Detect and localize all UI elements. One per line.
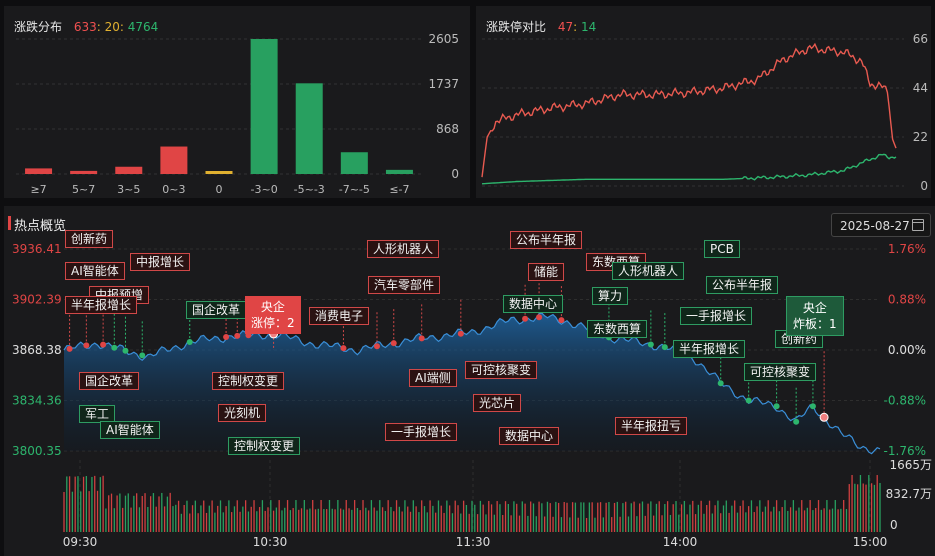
concept-label[interactable]: 中报增长 xyxy=(130,253,191,271)
sep-2: : xyxy=(119,20,124,34)
concept-label[interactable]: 国企改革 xyxy=(186,301,247,319)
y-tick: 0 xyxy=(451,167,459,181)
x-tick: ≥7 xyxy=(30,183,46,196)
concept-label[interactable]: 数据中心 xyxy=(499,427,560,445)
y-tick: 1737 xyxy=(428,77,459,91)
concept-label[interactable]: AI端侧 xyxy=(409,369,457,387)
callout-down-line2: 炸板：1 xyxy=(793,317,837,331)
y-tick: 2605 xyxy=(428,32,459,46)
concept-label[interactable]: 可控核聚变 xyxy=(465,361,538,379)
y-tick: 22 xyxy=(913,130,928,144)
bar xyxy=(115,166,143,174)
limit-down-count: 14 xyxy=(581,20,597,34)
y-tick: 868 xyxy=(436,122,459,136)
x-tick: 3~5 xyxy=(117,183,140,196)
bar xyxy=(160,146,188,174)
bar xyxy=(205,171,233,174)
x-tick: 0 xyxy=(216,183,223,196)
title-accent xyxy=(8,216,11,230)
calendar-icon[interactable] xyxy=(912,219,924,231)
concept-label[interactable]: 光刻机 xyxy=(218,404,267,422)
x-tick: -7~-5 xyxy=(339,183,370,196)
x-tick: 5~7 xyxy=(72,183,95,196)
x-tick: 0~3 xyxy=(162,183,185,196)
limit-title: 涨跌停对比 47: 14 xyxy=(486,18,596,35)
concept-label[interactable]: 控制权变更 xyxy=(228,437,301,455)
date-picker[interactable]: 2025-08-27 xyxy=(831,213,931,237)
concept-label[interactable]: 算力 xyxy=(592,287,629,305)
concept-label[interactable]: 一手报增长 xyxy=(680,307,753,325)
concept-label[interactable]: 半年报增长 xyxy=(65,296,138,314)
concept-label[interactable]: 可控核聚变 xyxy=(744,363,817,381)
callout-up-line1: 央企 xyxy=(260,300,285,314)
bar xyxy=(295,83,323,174)
bar xyxy=(385,169,413,174)
callout-broken-board[interactable]: 央企 炸板：1 xyxy=(786,296,844,336)
limit-up-count: 47 xyxy=(557,20,574,34)
x-tick: -3~0 xyxy=(251,183,278,196)
concept-label[interactable]: 军工 xyxy=(79,405,116,423)
y-tick: 66 xyxy=(913,32,928,46)
concept-label[interactable]: 消费电子 xyxy=(309,307,370,325)
distribution-title-text: 涨跌分布 xyxy=(14,20,63,34)
concept-label[interactable]: 储能 xyxy=(528,263,565,281)
concept-label[interactable]: 公布半年报 xyxy=(706,276,779,294)
bar xyxy=(70,170,98,174)
down-count: 4764 xyxy=(127,20,159,34)
sep-1: : xyxy=(96,20,101,34)
bar xyxy=(250,39,278,174)
concept-label[interactable]: 人形机器人 xyxy=(612,262,685,280)
concept-label[interactable]: PCB xyxy=(704,240,740,258)
concept-label[interactable]: 汽车零部件 xyxy=(368,276,441,294)
concept-label[interactable]: 创新药 xyxy=(65,230,114,248)
concept-label[interactable]: AI智能体 xyxy=(65,262,125,280)
distribution-panel: 涨跌分布 633: 20: 4764 2605 1737 868 0 ≥7 5~7 3~5 0… xyxy=(4,6,470,198)
callout-limit-up[interactable]: 央企 涨停：2 xyxy=(245,296,301,334)
limit-title-text: 涨跌停对比 xyxy=(486,20,547,34)
concept-label[interactable]: 半年报扭亏 xyxy=(615,417,688,435)
concept-label[interactable]: 公布半年报 xyxy=(510,231,583,249)
distribution-chart: 2605 1737 868 0 ≥7 5~7 3~5 0~3 0 -3~0 -5~-3 -7~-5 ≤-… xyxy=(16,32,459,196)
bar xyxy=(340,152,368,174)
limit-down-line xyxy=(481,153,897,185)
limit-up-line xyxy=(481,42,897,178)
y-tick: 44 xyxy=(913,81,928,95)
concept-label[interactable]: AI智能体 xyxy=(100,421,160,439)
flat-count: 20 xyxy=(104,20,120,34)
concept-label[interactable]: 光芯片 xyxy=(473,394,522,412)
concept-label[interactable]: 人形机器人 xyxy=(367,240,440,258)
concept-label[interactable]: 数据中心 xyxy=(503,295,564,313)
sep-3: : xyxy=(573,20,578,34)
distribution-title: 涨跌分布 633: 20: 4764 xyxy=(14,18,158,35)
limit-chart: 66 44 22 0 xyxy=(481,32,928,193)
bar xyxy=(25,168,53,174)
concept-label[interactable]: 东数西算 xyxy=(587,320,648,338)
callout-up-line2: 涨停：2 xyxy=(251,316,295,330)
concept-label[interactable]: 控制权变更 xyxy=(212,372,285,390)
concept-label[interactable]: 半年报增长 xyxy=(673,340,746,358)
date-value: 2025-08-27 xyxy=(840,219,910,233)
y-tick: 0 xyxy=(920,179,928,193)
concept-label[interactable]: 一手报增长 xyxy=(385,423,458,441)
limit-panel: 涨跌停对比 47: 14 66 44 22 0 xyxy=(476,6,931,198)
up-count: 633 xyxy=(73,20,97,34)
callout-down-line1: 央企 xyxy=(802,301,827,315)
concept-label[interactable]: 国企改革 xyxy=(79,372,140,390)
x-tick: ≤-7 xyxy=(389,183,409,196)
x-tick: -5~-3 xyxy=(294,183,325,196)
hot-title: 热点概览 xyxy=(14,219,67,234)
